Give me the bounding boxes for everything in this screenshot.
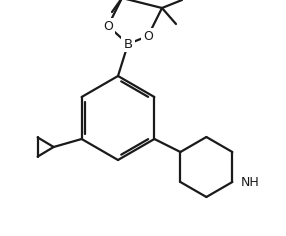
- Text: O: O: [143, 30, 153, 42]
- Text: B: B: [124, 38, 133, 51]
- Text: O: O: [103, 20, 113, 33]
- Text: NH: NH: [240, 177, 259, 190]
